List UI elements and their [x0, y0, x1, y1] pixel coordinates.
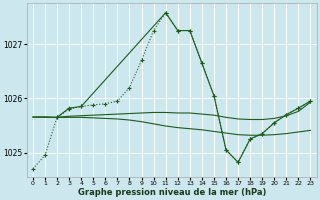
X-axis label: Graphe pression niveau de la mer (hPa): Graphe pression niveau de la mer (hPa) — [77, 188, 266, 197]
